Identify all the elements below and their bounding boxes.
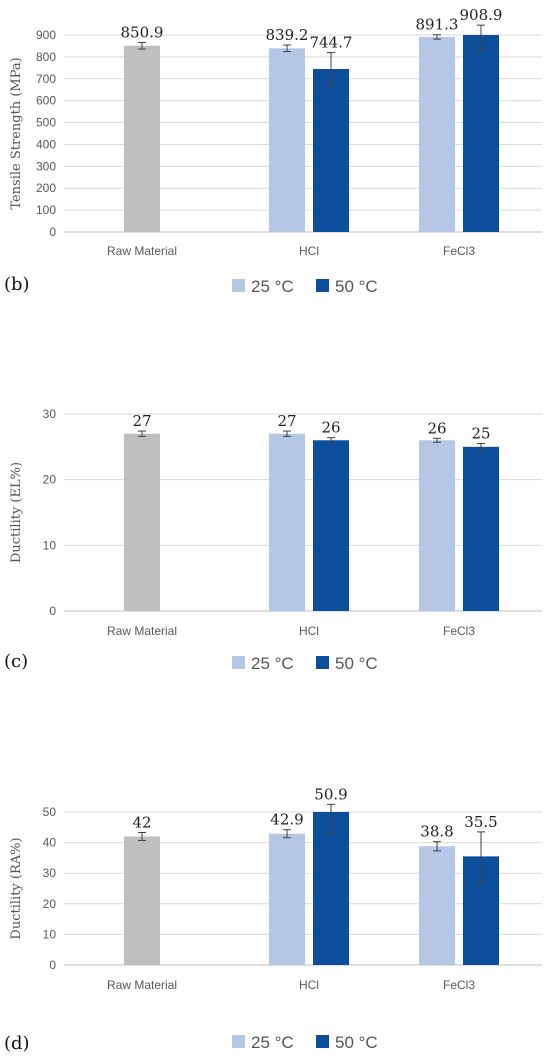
bar-25c — [269, 833, 305, 965]
legend: 25 °C 50 °C — [232, 654, 378, 673]
x-category-label: FeCl3 — [443, 244, 475, 258]
error-bar — [283, 829, 291, 839]
bar-50c — [313, 812, 349, 965]
chart-panel-1: 0 100 200 300 400 500 600 700 800 900 Tensile Stre… — [4, 6, 542, 296]
y-tick-label: 40 — [43, 836, 57, 850]
y-axis-label: Ductility (EL%) — [9, 462, 24, 563]
y-axis-label: Ductility (RA%) — [9, 837, 24, 939]
bar-raw-material — [124, 836, 160, 965]
error-bar — [477, 24, 485, 52]
y-tick-label: 0 — [49, 225, 56, 239]
y-tick-label: 0 — [49, 958, 56, 972]
legend-label-25c: 25 °C — [251, 654, 294, 673]
bar-25c — [419, 440, 455, 611]
legend-swatch-25c — [232, 656, 245, 669]
y-tick-label: 50 — [43, 805, 57, 819]
error-bar — [477, 443, 485, 451]
x-category-label: HCl — [299, 978, 319, 992]
error-bar — [138, 430, 146, 437]
data-label: 38.8 — [420, 823, 453, 841]
y-tick-label: 10 — [43, 927, 57, 941]
data-label: 850.9 — [121, 23, 164, 41]
y-tick-label: 0 — [49, 604, 56, 618]
y-axis-label: Tensile Strength (MPa) — [9, 57, 24, 209]
bar-50c — [463, 35, 499, 232]
legend-swatch-25c — [232, 1035, 245, 1048]
legend-label-50c: 50 °C — [335, 277, 378, 296]
y-tick-label: 400 — [36, 137, 56, 151]
y-tick-label: 20 — [43, 897, 57, 911]
y-tick-label: 300 — [36, 159, 56, 173]
data-label: 42.9 — [270, 811, 303, 829]
error-bar — [283, 44, 291, 53]
panel-label: (c) — [4, 651, 28, 672]
y-tick-label: 200 — [36, 181, 56, 195]
data-label: 27 — [277, 412, 296, 430]
data-label: 27 — [132, 412, 151, 430]
chart-panel-2: 0 10 20 30 Ductility (EL%) Raw Material HCl FeC… — [4, 407, 542, 673]
error-bar — [327, 437, 335, 444]
y-tick-label: 700 — [36, 72, 56, 86]
data-label: 891.3 — [416, 16, 459, 34]
data-label: 744.7 — [310, 34, 353, 52]
legend-swatch-50c — [316, 656, 329, 669]
x-category-label: FeCl3 — [443, 978, 475, 992]
y-tick-label: 10 — [43, 538, 57, 552]
legend-label-50c: 50 °C — [335, 654, 378, 673]
legend-label-50c: 50 °C — [335, 1033, 378, 1052]
legend-label-25c: 25 °C — [251, 1033, 294, 1052]
x-category-label: Raw Material — [107, 978, 177, 992]
error-bar — [433, 437, 441, 443]
error-bar — [138, 832, 146, 841]
error-bar — [283, 430, 291, 437]
panel-label: (b) — [4, 274, 30, 295]
chart-panel-3: 0 10 20 30 40 50 Ductility (RA%) Raw Material HC… — [4, 785, 542, 1054]
error-bar — [477, 831, 485, 882]
legend: 25 °C 50 °C — [232, 277, 378, 296]
y-tick-label: 30 — [43, 407, 57, 421]
x-category-label: HCl — [299, 624, 319, 638]
legend-swatch-25c — [232, 279, 245, 292]
error-bar — [327, 803, 335, 835]
y-tick-label: 800 — [36, 50, 56, 64]
bar-raw-material — [124, 45, 160, 233]
data-label: 908.9 — [460, 6, 503, 24]
data-label: 50.9 — [314, 785, 347, 803]
bar-50c — [313, 68, 349, 233]
data-label: 42 — [132, 814, 151, 832]
data-label: 26 — [427, 419, 446, 437]
bar-raw-material — [124, 433, 160, 611]
bar-50c — [313, 440, 349, 611]
legend-label-25c: 25 °C — [251, 277, 294, 296]
data-label: 35.5 — [464, 813, 497, 831]
data-label: 26 — [321, 419, 340, 437]
x-category-label: Raw Material — [107, 244, 177, 258]
y-tick-label: 500 — [36, 116, 56, 130]
x-category-label: HCl — [299, 244, 319, 258]
panel-label: (d) — [4, 1033, 30, 1054]
bar-25c — [419, 846, 455, 965]
error-bar — [327, 52, 335, 86]
data-label: 25 — [471, 425, 490, 443]
error-bar — [433, 841, 441, 852]
error-bar — [433, 34, 441, 40]
bar-25c — [269, 433, 305, 611]
legend-swatch-50c — [316, 279, 329, 292]
error-bar — [138, 41, 146, 50]
x-category-label: Raw Material — [107, 624, 177, 638]
y-tick-label: 30 — [43, 866, 57, 880]
data-label: 839.2 — [266, 26, 309, 44]
x-category-label: FeCl3 — [443, 624, 475, 638]
y-tick-label: 600 — [36, 94, 56, 108]
bar-25c — [269, 48, 305, 233]
legend-swatch-50c — [316, 1035, 329, 1048]
y-tick-label: 900 — [36, 28, 56, 42]
y-tick-label: 100 — [36, 203, 56, 217]
bar-25c — [419, 36, 455, 233]
legend: 25 °C 50 °C — [232, 1033, 378, 1052]
bar-50c — [463, 446, 499, 611]
y-tick-label: 20 — [43, 473, 57, 487]
